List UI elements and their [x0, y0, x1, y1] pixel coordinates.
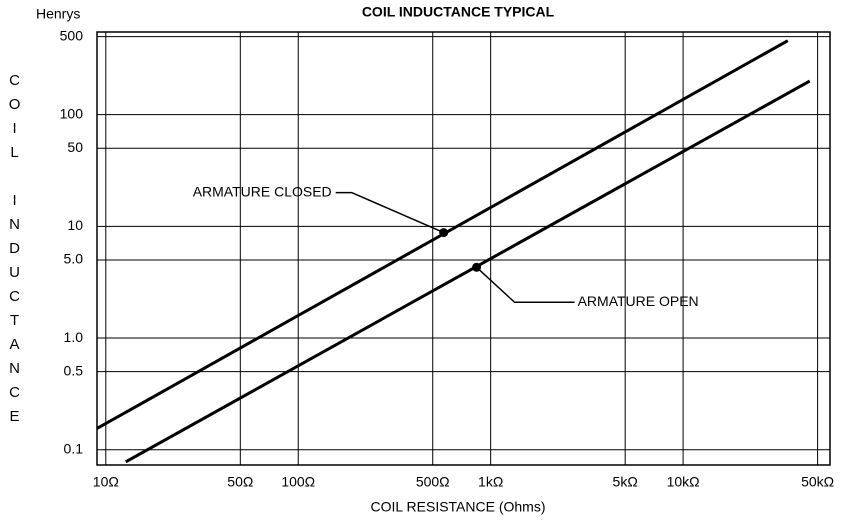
leader-line — [335, 191, 444, 234]
y-axis-label: COIL INDUCTANCE — [6, 72, 23, 432]
y-tick-label: 0.1 — [64, 440, 84, 456]
y-tick-label: 500 — [60, 27, 84, 43]
annotation-label: ARMATURE OPEN — [578, 293, 699, 309]
annotation-label: ARMATURE CLOSED — [193, 183, 332, 199]
leader-line — [476, 266, 575, 304]
y-unit: Henrys — [36, 6, 80, 22]
x-tick-label: 1kΩ — [478, 474, 503, 490]
series-line — [125, 79, 811, 464]
plot-frame — [96, 31, 831, 466]
x-tick-label: 500Ω — [416, 474, 450, 490]
x-axis-label: COIL RESISTANCE (Ohms) — [370, 499, 545, 515]
y-tick-label: 0.5 — [64, 362, 84, 378]
y-tick-label: 50 — [67, 139, 83, 155]
x-tick-label: 50Ω — [227, 474, 253, 490]
x-tick-label: 50kΩ — [801, 474, 834, 490]
x-tick-label: 100Ω — [281, 474, 315, 490]
y-tick-label: 1.0 — [64, 329, 84, 345]
y-tick-label: 100 — [60, 105, 84, 121]
y-tick-label: 5.0 — [64, 251, 84, 267]
x-tick-label: 10Ω — [93, 474, 119, 490]
y-tick-label: 10 — [67, 217, 83, 233]
x-tick-label: 5kΩ — [613, 474, 638, 490]
x-tick-label: 10kΩ — [667, 474, 700, 490]
chart-title: COIL INDUCTANCE TYPICAL — [362, 4, 555, 20]
